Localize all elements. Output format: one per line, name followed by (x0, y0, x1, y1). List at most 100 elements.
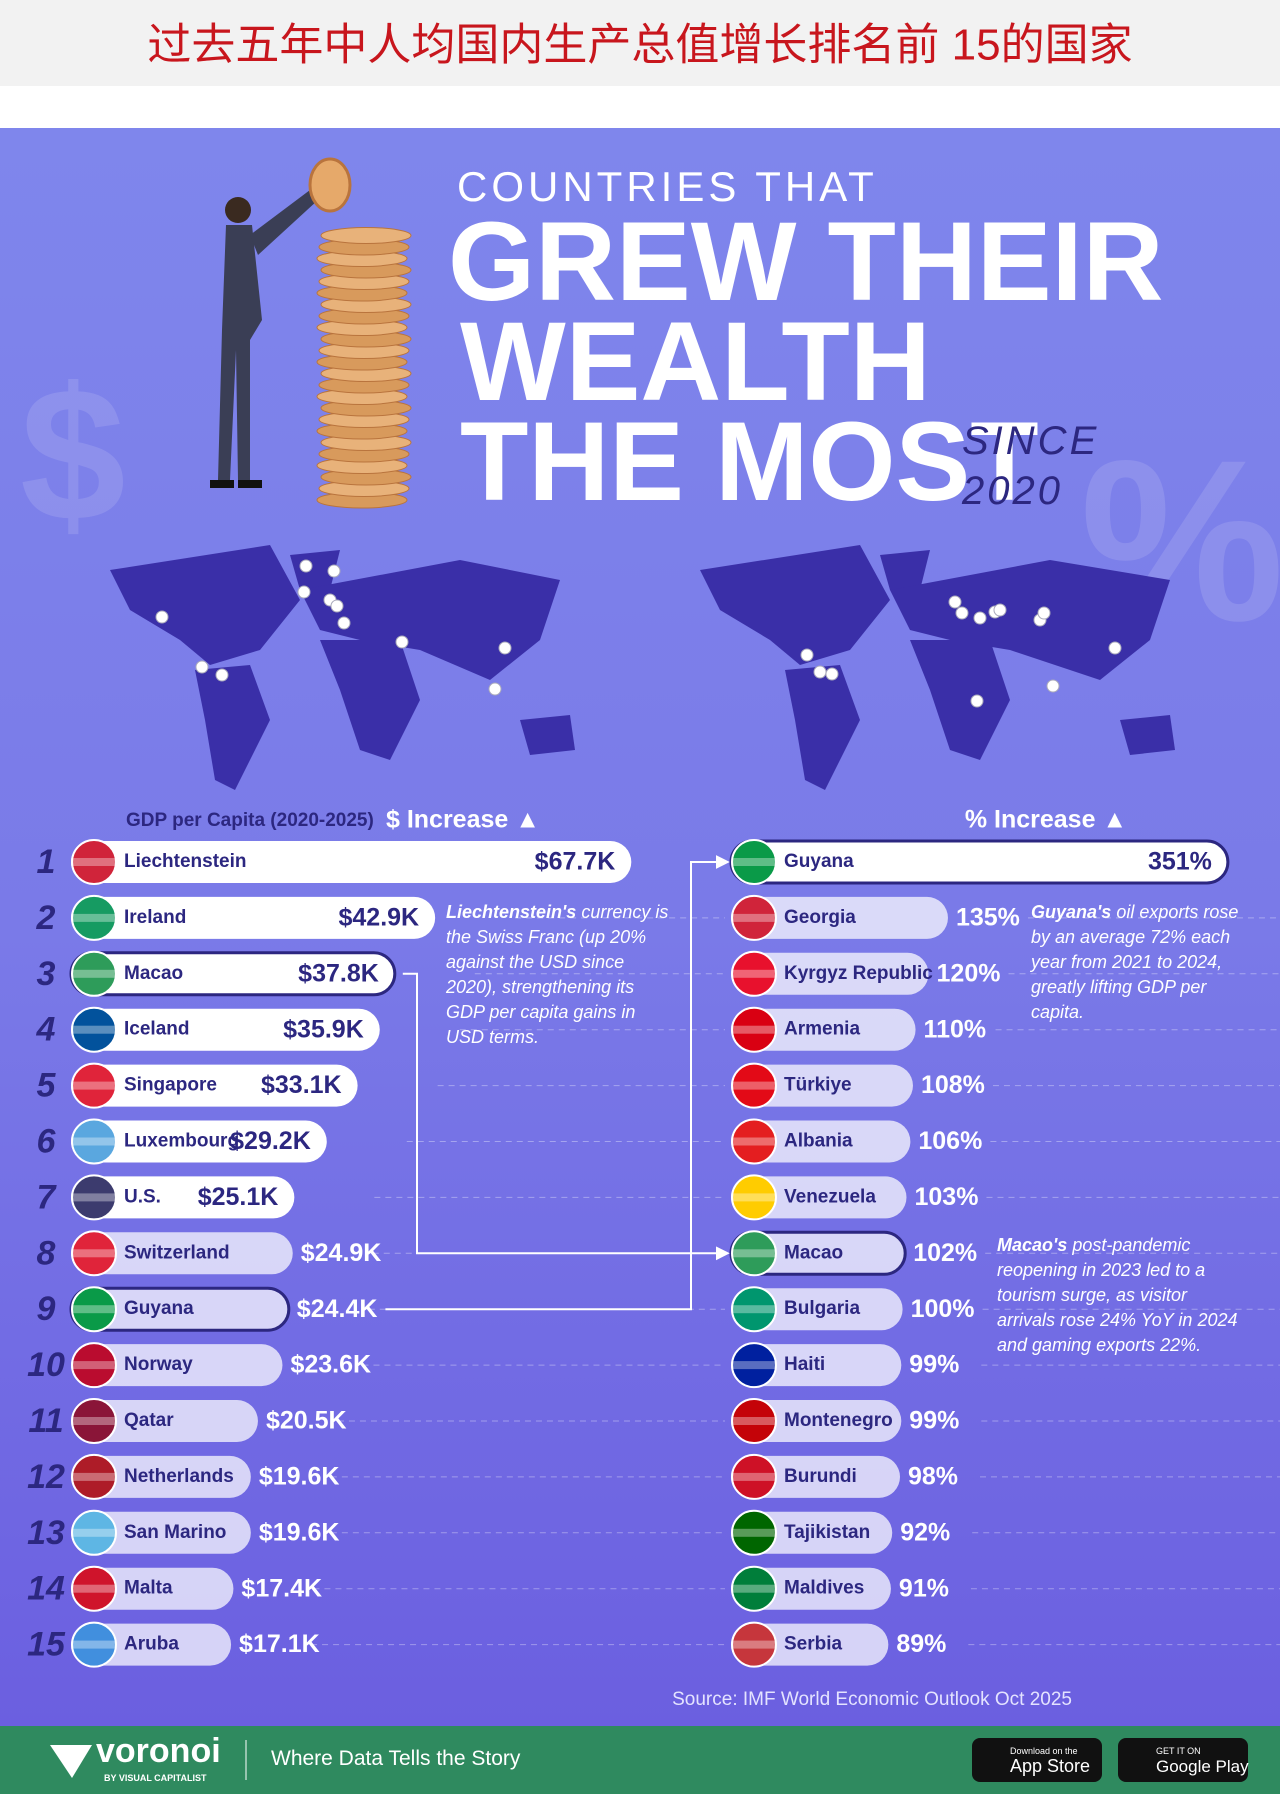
flag-band (72, 1584, 116, 1593)
category-label: Iceland (124, 1019, 189, 1040)
flag (71, 839, 117, 885)
flag (71, 1286, 117, 1333)
rank: 4 (36, 1011, 56, 1049)
flag (71, 950, 117, 997)
value-label: $20.5K (266, 1407, 347, 1435)
value-label: 106% (918, 1127, 982, 1155)
bar (71, 1232, 293, 1275)
value-label: 102% (913, 1239, 977, 1267)
bar (71, 1064, 358, 1107)
coin (320, 227, 412, 244)
flag (71, 1062, 117, 1109)
annotation-bold: Guyana's (1031, 902, 1112, 922)
value-label: $24.9K (301, 1239, 382, 1267)
value-label: 100% (911, 1295, 975, 1323)
bar (731, 1008, 916, 1051)
category-label: Serbia (784, 1634, 843, 1655)
google-play-label: Google Play (1156, 1757, 1249, 1776)
value-label: 99% (909, 1351, 959, 1379)
flag-band (732, 1584, 776, 1593)
flag (731, 894, 777, 941)
bar (731, 896, 948, 939)
bar (71, 1344, 283, 1387)
rank: 9 (37, 1290, 56, 1328)
google-play-button[interactable] (1118, 1738, 1248, 1782)
flag (71, 1398, 117, 1444)
logo (50, 1745, 92, 1778)
value-label: 108% (921, 1071, 985, 1099)
brand: voronoi (96, 1732, 221, 1770)
connector (402, 972, 730, 1261)
rank: 6 (37, 1122, 57, 1160)
illustration (210, 157, 412, 509)
flag-band (72, 1081, 116, 1090)
category-label: Georgia (784, 907, 856, 928)
flag-band (72, 1025, 116, 1034)
flag-band (72, 1361, 116, 1370)
flag-band (72, 1305, 116, 1314)
bar (71, 896, 436, 939)
flag (71, 1342, 117, 1389)
banner (0, 0, 1280, 86)
category-label: Türkiye (784, 1075, 852, 1096)
tagline: Where Data Tells the Story (271, 1747, 521, 1770)
since: SINCE (962, 419, 1099, 463)
rank: 12 (27, 1458, 65, 1496)
flag (731, 1398, 777, 1444)
bar (71, 1455, 251, 1498)
flag (71, 1230, 117, 1277)
value-label: 103% (914, 1183, 978, 1211)
rank: 2 (36, 899, 56, 937)
annotation-bold: Liechtenstein's (446, 902, 577, 922)
rank: 5 (37, 1067, 57, 1105)
bar (731, 1176, 907, 1219)
flag (731, 1174, 777, 1221)
app-store-button[interactable] (972, 1738, 1102, 1782)
value-label: $29.2K (230, 1127, 311, 1155)
flag-band (732, 1640, 776, 1649)
rank: 13 (27, 1514, 65, 1552)
flag-band (732, 1081, 776, 1090)
category-label: Kyrgyz Republic (784, 963, 933, 984)
category-label: Qatar (124, 1410, 174, 1431)
category-label: Montenegro (784, 1410, 893, 1431)
flag (731, 1006, 777, 1053)
flag-band (732, 1137, 776, 1146)
flag (731, 1342, 777, 1389)
value-label: $42.9K (339, 904, 420, 932)
bar (71, 1176, 295, 1219)
flag-band (732, 1361, 776, 1370)
category-label: Ireland (124, 907, 186, 928)
flag (731, 839, 777, 885)
value-label: 120% (937, 959, 1001, 987)
category-label: Tajikistan (784, 1522, 870, 1543)
chart-title: $ Increase ▲ (386, 806, 540, 834)
flag (71, 1621, 117, 1668)
rank: 14 (27, 1570, 65, 1608)
bar (71, 1008, 380, 1051)
connector (385, 855, 730, 1311)
annotation-bold: Macao's (997, 1235, 1068, 1255)
category-label: U.S. (124, 1186, 161, 1207)
value-label: $35.9K (283, 1015, 364, 1043)
flag (71, 1174, 117, 1221)
deco-dollar: $ (20, 349, 126, 561)
flag (71, 1509, 117, 1556)
annotation: Macao's post-pandemic reopening in 2023 … (997, 1233, 1242, 1358)
value-label: 89% (896, 1630, 946, 1658)
rank: 15 (27, 1626, 66, 1664)
brand-sub: BY VISUAL CAPITALIST (104, 1773, 207, 1783)
rank: 1 (37, 843, 56, 881)
flag-band (732, 1249, 776, 1258)
value-label: $24.4K (297, 1295, 378, 1323)
category-label: San Marino (124, 1522, 226, 1543)
bar (71, 1120, 327, 1163)
flag-band (732, 1193, 776, 1202)
headline: THE MOST (460, 399, 1039, 524)
category-label: Haiti (784, 1354, 825, 1375)
chart-subtitle: GDP per Capita (2020-2025) (126, 810, 374, 831)
headline: WEALTH (460, 299, 931, 424)
category-label: Singapore (124, 1075, 217, 1096)
flag-band (732, 969, 776, 978)
value-label: $37.8K (298, 959, 379, 987)
